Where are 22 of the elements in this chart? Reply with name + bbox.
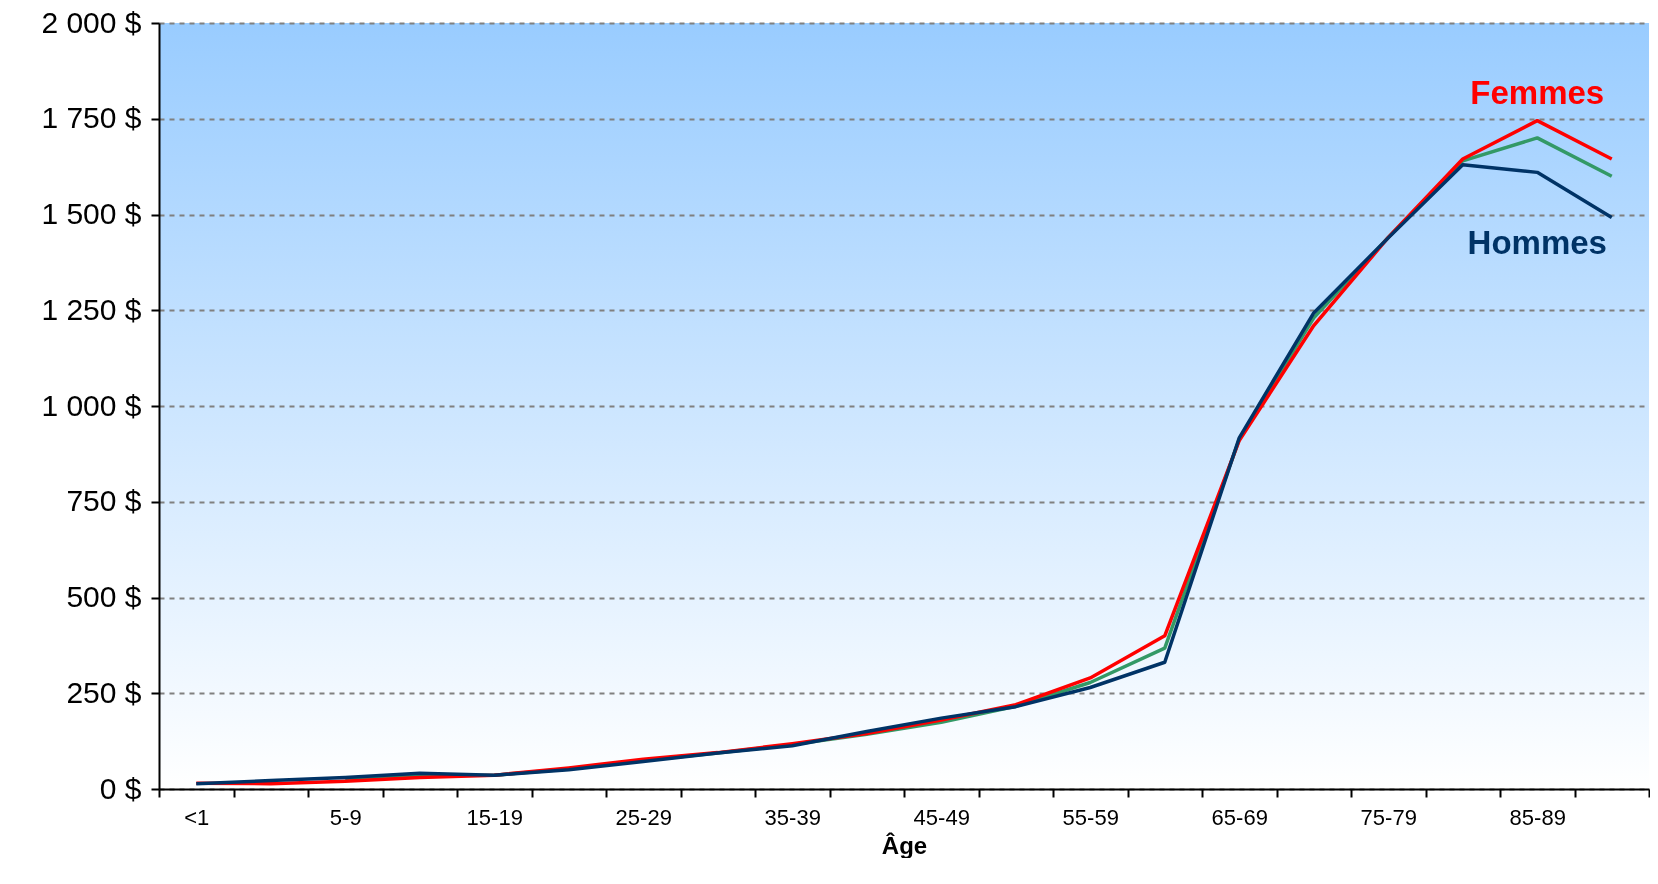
x-tick-label: <1 <box>184 804 210 830</box>
x-tick-label: 25-29 <box>615 804 672 830</box>
x-tick-label: 15-19 <box>466 804 523 830</box>
y-tick-label: 250 $ <box>66 675 142 709</box>
y-tick-label: 0 $ <box>99 771 142 805</box>
y-tick-label: 500 $ <box>66 580 142 613</box>
series-label: Femmes <box>1470 73 1605 111</box>
y-tick-label: 1 500 $ <box>41 197 142 230</box>
y-tick-label: 1 000 $ <box>41 388 142 422</box>
y-tick-label: 1 250 $ <box>41 292 142 326</box>
x-axis-title: Âge <box>881 831 928 859</box>
x-tick-label: 85-89 <box>1509 804 1566 830</box>
x-tick-label: 45-49 <box>913 804 970 830</box>
x-tick-label: 65-69 <box>1211 804 1268 830</box>
x-tick-label: 35-39 <box>764 804 821 830</box>
y-tick-label: 2 000 $ <box>41 5 142 39</box>
x-tick-label: 75-79 <box>1360 804 1417 830</box>
series-label: Hommes <box>1467 224 1607 262</box>
x-tick-label: 55-59 <box>1062 804 1119 830</box>
y-tick-label: 1 750 $ <box>41 101 142 135</box>
y-tick-label: 750 $ <box>66 484 142 518</box>
x-tick-label: 5-9 <box>329 804 362 830</box>
